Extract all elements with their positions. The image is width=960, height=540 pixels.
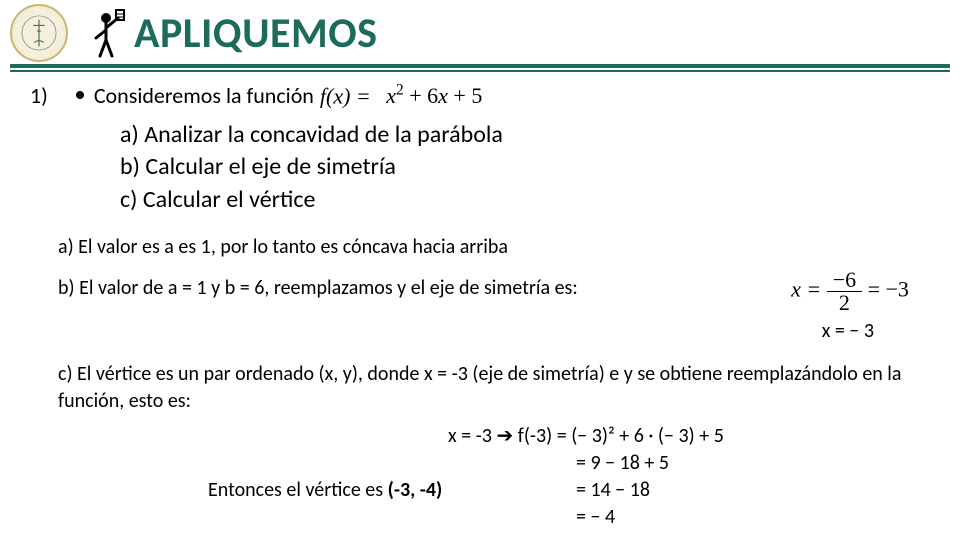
title-divider xyxy=(10,64,950,72)
formula-denominator: 2 xyxy=(827,292,862,314)
task-list: a) Analizar la concavidad de la parábola… xyxy=(120,119,930,216)
task-a: a) Analizar la concavidad de la parábola xyxy=(120,119,930,151)
bullet-icon xyxy=(76,91,84,99)
school-logo xyxy=(10,4,68,62)
answer-a: a) El valor es a es 1, por lo tanto es c… xyxy=(58,234,930,261)
calc-step-2: = 9 − 18 + 5 xyxy=(448,450,930,477)
formula-numerator: −6 xyxy=(827,269,862,292)
final-vertex: (-3, -4) xyxy=(388,478,443,502)
answer-b-row: b) El valor de a = 1 y b = 6, reemplazam… xyxy=(58,275,930,314)
problem-number: 1) xyxy=(30,82,48,109)
calc-step-4: = − 4 xyxy=(448,504,930,531)
symmetry-formula: x = −6 2 = −3 xyxy=(770,269,930,314)
person-writing-icon xyxy=(86,8,126,58)
slide-title: APLIQUEMOS xyxy=(134,8,377,59)
function-lhs: f(x) = xyxy=(320,83,371,108)
vertex-calculation: x = -3 ➔ f(-3) = (− 3)² + 6 · (− 3) + 5 xyxy=(58,423,930,450)
content-area: 1) Consideremos la función f(x) = x2 + 6… xyxy=(0,72,960,532)
calc-step-3: = 14 − 18 xyxy=(448,477,930,504)
answer-c: c) El vértice es un par ordenado (x, y),… xyxy=(58,361,930,415)
final-label: Entonces el vértice es xyxy=(208,478,388,502)
header: APLIQUEMOS xyxy=(0,0,960,62)
final-row-1: Entonces el vértice es (-3, -4) = 14 − 1… xyxy=(58,477,930,504)
task-b: b) Calcular el eje de simetría xyxy=(120,151,930,183)
calc-step-2-row: = 9 − 18 + 5 xyxy=(58,450,930,477)
symmetry-result: x = − 3 xyxy=(58,318,930,345)
formula-result: = −3 xyxy=(868,277,909,302)
function-rhs: x2 + 6x + 5 xyxy=(386,83,482,108)
formula-x: x = xyxy=(791,277,821,302)
problem-statement: 1) Consideremos la función f(x) = x2 + 6… xyxy=(30,82,930,109)
task-c: c) Calcular el vértice xyxy=(120,184,930,216)
calc-line-1: x = -3 ➔ f(-3) = (− 3)² + 6 · (− 3) + 5 xyxy=(448,423,930,450)
arrow-icon: ➔ xyxy=(496,424,513,448)
problem-intro: Consideremos la función xyxy=(94,82,314,109)
calc-step-4-row: = − 4 xyxy=(58,504,930,531)
answer-b: b) El valor de a = 1 y b = 6, reemplazam… xyxy=(58,275,770,302)
answers-block: a) El valor es a es 1, por lo tanto es c… xyxy=(58,234,930,531)
